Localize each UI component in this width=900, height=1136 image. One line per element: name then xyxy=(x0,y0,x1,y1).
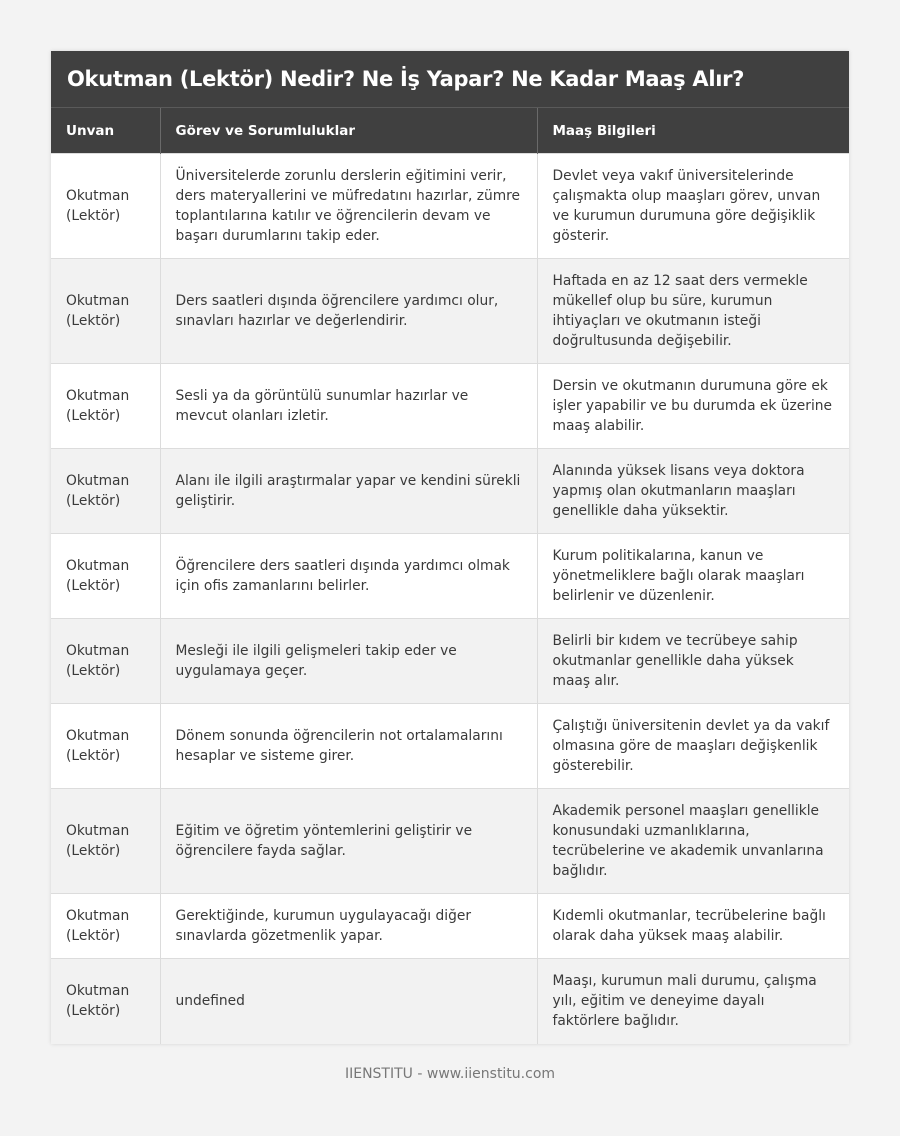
column-header-unvan: Unvan xyxy=(51,108,161,154)
maas-cell: Devlet veya vakıf üniversitelerinde çalı… xyxy=(537,153,849,259)
unvan-cell: Okutman (Lektör) xyxy=(51,448,161,534)
table-row: Okutman (Lektör) Öğrencilere ders saatler… xyxy=(51,533,849,619)
page-title: Okutman (Lektör) Nedir? Ne İş Yapar? Ne … xyxy=(51,51,849,108)
header-row: Unvan Görev ve Sorumluluklar Maaş Bilgil… xyxy=(51,108,849,154)
gorev-cell: Gerektiğinde, kurumun uygulayacağı diğer… xyxy=(160,893,538,959)
maas-cell: Belirli bir kıdem ve tecrübeye sahip oku… xyxy=(537,618,849,704)
unvan-cell: Okutman (Lektör) xyxy=(51,533,161,619)
maas-cell: Kurum politikalarına, kanun ve yönetmeli… xyxy=(537,533,849,619)
unvan-cell: Okutman (Lektör) xyxy=(51,258,161,364)
table-row: Okutman (Lektör) Dönem sonunda öğrenciler… xyxy=(51,703,849,789)
unvan-cell: Okutman (Lektör) xyxy=(51,363,161,449)
unvan-cell: Okutman (Lektör) xyxy=(51,893,161,959)
table-row: Okutman (Lektör) Gerektiğinde, kurumun uy… xyxy=(51,893,849,959)
table-row: Okutman (Lektör) Mesleği ile ilgili geliş… xyxy=(51,618,849,704)
column-header-maas: Maaş Bilgileri xyxy=(537,108,849,154)
table-row: Okutman (Lektör) undefined Maaşı, kurumun … xyxy=(51,958,849,1044)
table-row: Okutman (Lektör) Ders saatleri dışında öğ… xyxy=(51,258,849,364)
unvan-cell: Okutman (Lektör) xyxy=(51,788,161,894)
maas-cell: Haftada en az 12 saat ders vermekle müke… xyxy=(537,258,849,364)
gorev-cell: Dönem sonunda öğrencilerin not ortalamal… xyxy=(160,703,538,789)
maas-cell: Maaşı, kurumun mali durumu, çalışma yılı… xyxy=(537,958,849,1044)
maas-cell: Çalıştığı üniversitenin devlet ya da vak… xyxy=(537,703,849,789)
unvan-cell: Okutman (Lektör) xyxy=(51,703,161,789)
gorev-cell: Üniversitelerde zorunlu derslerin eğitim… xyxy=(160,153,538,259)
unvan-cell: Okutman (Lektör) xyxy=(51,958,161,1044)
unvan-cell: Okutman (Lektör) xyxy=(51,618,161,704)
maas-cell: Dersin ve okutmanın durumuna göre ek işl… xyxy=(537,363,849,449)
data-table: Unvan Görev ve Sorumluluklar Maaş Bilgil… xyxy=(51,108,849,1044)
column-header-gorev: Görev ve Sorumluluklar xyxy=(160,108,538,154)
table-row: Okutman (Lektör) Alanı ile ilgili araştır… xyxy=(51,448,849,534)
gorev-cell: undefined xyxy=(160,958,538,1044)
maas-cell: Kıdemli okutmanlar, tecrübelerine bağlı … xyxy=(537,893,849,959)
gorev-cell: Eğitim ve öğretim yöntemlerini geliştiri… xyxy=(160,788,538,894)
table-row: Okutman (Lektör) Üniversitelerde zorunlu … xyxy=(51,153,849,259)
table-row: Okutman (Lektör) Sesli ya da görüntülü su… xyxy=(51,363,849,449)
gorev-cell: Mesleği ile ilgili gelişmeleri takip ede… xyxy=(160,618,538,704)
gorev-cell: Sesli ya da görüntülü sunumlar hazırlar … xyxy=(160,363,538,449)
maas-cell: Akademik personel maaşları genellikle ko… xyxy=(537,788,849,894)
gorev-cell: Öğrencilere ders saatleri dışında yardım… xyxy=(160,533,538,619)
gorev-cell: Alanı ile ilgili araştırmalar yapar ve k… xyxy=(160,448,538,534)
unvan-cell: Okutman (Lektör) xyxy=(51,153,161,259)
table-row: Okutman (Lektör) Eğitim ve öğretim yöntem… xyxy=(51,788,849,894)
gorev-cell: Ders saatleri dışında öğrencilere yardım… xyxy=(160,258,538,364)
maas-cell: Alanında yüksek lisans veya doktora yapm… xyxy=(537,448,849,534)
table-card: Okutman (Lektör) Nedir? Ne İş Yapar? Ne … xyxy=(51,51,849,1044)
footer-credit: IIENSTITU - www.iienstitu.com xyxy=(344,1066,556,1082)
